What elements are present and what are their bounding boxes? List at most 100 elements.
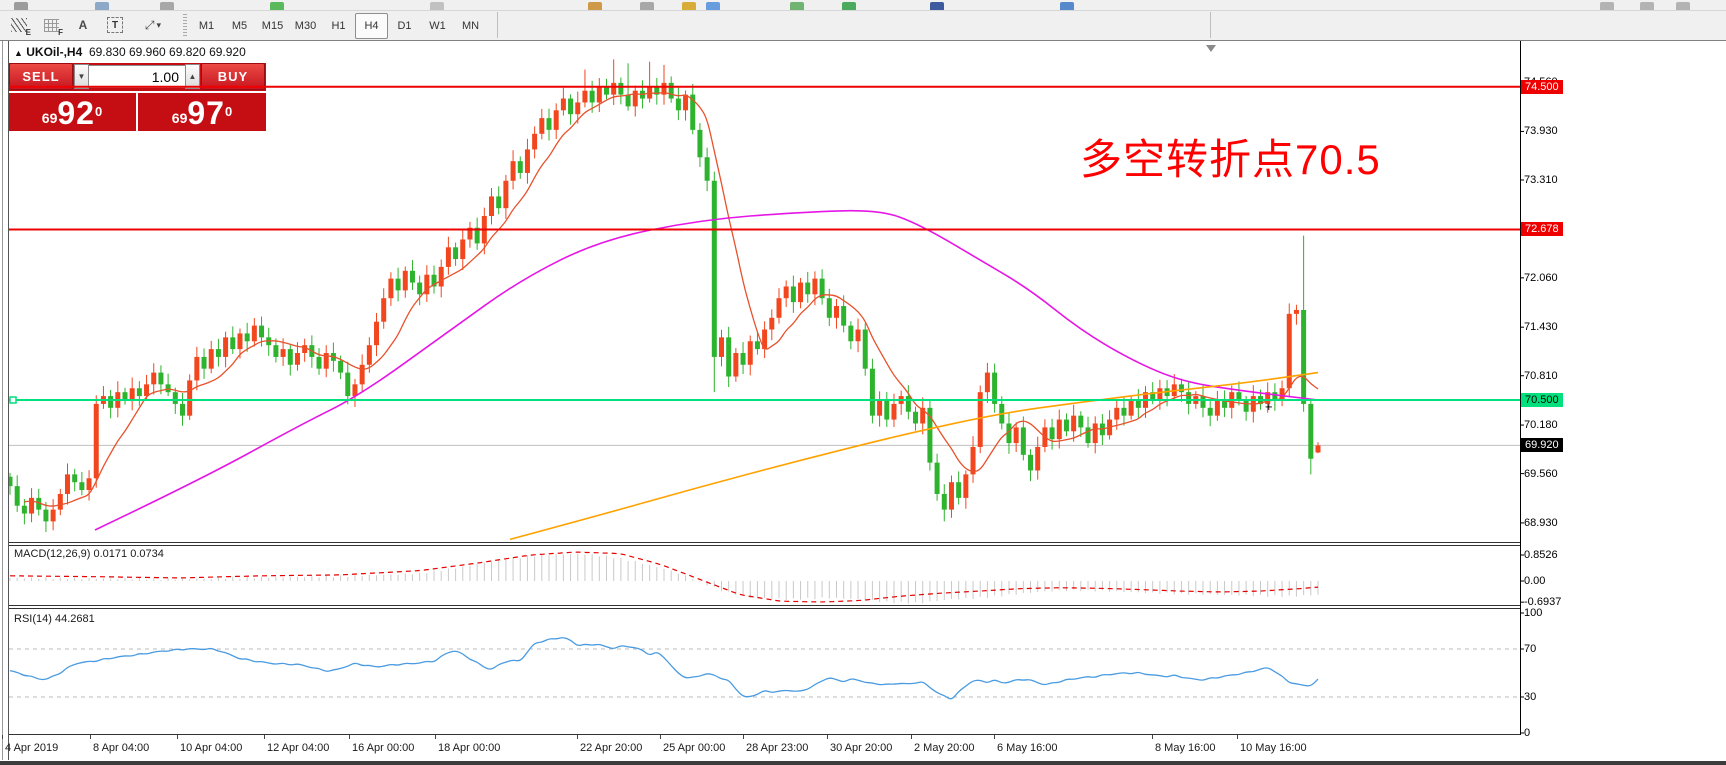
sell-price-sup: 0 (94, 104, 103, 119)
toolbar-divider-2 (1210, 12, 1211, 38)
rsi-line (9, 637, 1319, 700)
toolbar-icon-stub[interactable] (1676, 2, 1690, 10)
date-tick-mark (264, 735, 265, 739)
toolbar: E F A T ⤢ ▾ M1 M5 M15 M30 H1 H4 D1 W1 MN (0, 11, 1726, 41)
text-box-icon[interactable]: T (104, 15, 126, 35)
date-tick-label: 6 May 16:00 (997, 742, 1058, 754)
chart-window[interactable]: ▲ UKOil-,H4 69.830 69.960 69.820 69.920 … (0, 40, 1726, 765)
timeframe-button-d1[interactable]: D1 (397, 20, 412, 32)
toolbar-icon-stub[interactable] (270, 2, 284, 10)
buy-price-big: 97 (187, 95, 225, 131)
toolbar-icon-stub[interactable] (1060, 2, 1074, 10)
toolbar-icon-stub[interactable] (95, 2, 109, 10)
buy-price-sup: 0 (224, 104, 233, 119)
buy-price[interactable]: 69 97 0 (138, 91, 266, 131)
timeframe-button-m1[interactable]: M1 (198, 20, 215, 32)
timeframe-button-m15[interactable]: M15 (261, 20, 284, 32)
buy-button[interactable]: BUY (201, 63, 265, 90)
collapse-arrow-icon[interactable]: ▲ (14, 48, 23, 58)
rsi-tick-label: 0 (1524, 727, 1531, 739)
toolbar-icon-stub[interactable] (160, 2, 174, 10)
date-tick-mark (911, 735, 912, 739)
window-bottom-edge (0, 761, 1726, 765)
text-label-icon[interactable]: A (78, 18, 88, 32)
sell-price-small: 69 (41, 110, 58, 126)
toolbar-icon-stub[interactable] (640, 2, 654, 10)
timeframe-button-m30[interactable]: M30 (294, 20, 317, 32)
toolbar-icon-stub[interactable] (842, 2, 856, 10)
date-tick-mark (1237, 735, 1238, 739)
date-tick-mark (827, 735, 828, 739)
ohlc-readout: 69.830 69.960 69.820 69.920 (88, 45, 246, 59)
price-tick-label: 71.430 (1524, 321, 1558, 334)
macd-tick-label: 0.8526 (1524, 548, 1558, 561)
date-tick-label: 8 May 16:00 (1155, 742, 1216, 754)
toolbar-divider (497, 12, 498, 38)
price-tag-72.678: 72.678 (1521, 222, 1563, 237)
date-tick-label: 10 Apr 04:00 (180, 742, 243, 754)
date-tick-label: 25 Apr 00:00 (663, 742, 726, 754)
buy-price-small: 69 (171, 110, 188, 126)
price-tag-69.920: 69.920 (1521, 438, 1563, 453)
price-tick-label: 69.560 (1524, 467, 1558, 480)
equidistant-channel-icon[interactable]: E (8, 15, 31, 37)
toolbar-icon-stub[interactable] (14, 2, 28, 10)
price-tick-label: 72.060 (1524, 271, 1558, 284)
date-tick-mark (994, 735, 995, 739)
sell-price-big: 92 (57, 95, 95, 131)
arrange-indicators-icon[interactable]: ⤢ ▾ (144, 17, 162, 32)
price-tag-74.500: 74.500 (1521, 79, 1563, 94)
toolbar-grip[interactable] (183, 14, 187, 36)
macd-panel (9, 551, 1319, 604)
timeframe-button-m5[interactable]: M5 (231, 20, 248, 32)
timeframe-button-mn[interactable]: MN (461, 20, 480, 32)
scroll-to-end-icon[interactable] (1206, 45, 1216, 52)
date-tick-label: 30 Apr 20:00 (830, 742, 893, 754)
date-tick-label: 2 May 20:00 (914, 742, 975, 754)
toolbar-icon-stub[interactable] (930, 2, 944, 10)
toolbar-icon-stub[interactable] (588, 2, 602, 10)
timeframe-button-h4[interactable]: H4 (355, 13, 388, 39)
toolbar-icon-stub[interactable] (430, 2, 444, 10)
date-tick-mark (1152, 735, 1153, 739)
price-tick-label: 73.930 (1524, 125, 1558, 138)
timeframe-button-w1[interactable]: W1 (429, 20, 446, 32)
price-tick-label: 73.310 (1524, 173, 1558, 186)
ma-fast-line (24, 91, 1319, 507)
toolbar-icon-stub[interactable] (706, 2, 720, 10)
rsi-tick-label: 100 (1524, 607, 1543, 619)
volume-decrease-button[interactable]: ▼ (74, 64, 89, 89)
main-price-panel (9, 59, 1520, 541)
date-tick-mark (577, 735, 578, 739)
date-tick-label: 16 Apr 00:00 (352, 742, 415, 754)
rsi-tick-label: 30 (1524, 691, 1537, 703)
price-tick-label: 70.180 (1524, 419, 1558, 432)
sell-button[interactable]: SELL (9, 63, 73, 90)
symbol-label: UKOil-,H4 (26, 45, 83, 59)
date-tick-mark (435, 735, 436, 739)
toolbar-icon-stub[interactable] (1600, 2, 1614, 10)
fibonacci-grid-icon[interactable]: F (40, 15, 63, 37)
date-tick-mark (743, 735, 744, 739)
volume-increase-button[interactable]: ▲ (185, 64, 200, 89)
date-tick-mark (177, 735, 178, 739)
date-tick-mark (349, 735, 350, 739)
date-tick-mark (90, 735, 91, 739)
toolbar-icon-stub[interactable] (682, 2, 696, 10)
toolbar-icon-stub[interactable] (790, 2, 804, 10)
date-tick-label: 4 Apr 2019 (5, 742, 59, 754)
chart-title: ▲ UKOil-,H4 69.830 69.960 69.820 69.920 (14, 45, 246, 59)
timeframe-button-h1[interactable]: H1 (331, 20, 346, 32)
rsi-label: RSI(14) 44.2681 (14, 613, 95, 625)
rsi-tick-label: 70 (1524, 643, 1537, 655)
sell-price[interactable]: 69 92 0 (8, 91, 138, 131)
chart-annotation[interactable]: 多空转折点70.5 (1080, 136, 1381, 183)
drawing-tools-group: E F A T ⤢ ▾ (8, 13, 170, 37)
toolbar-icon-stub[interactable] (1640, 2, 1654, 10)
timeframe-bar: M1 M5 M15 M30 H1 H4 D1 W1 MN (190, 13, 487, 39)
macd-tick-label: -0.6937 (1524, 596, 1562, 609)
macd-signal-line (9, 551, 1319, 603)
ma-mid-line (94, 209, 1319, 531)
